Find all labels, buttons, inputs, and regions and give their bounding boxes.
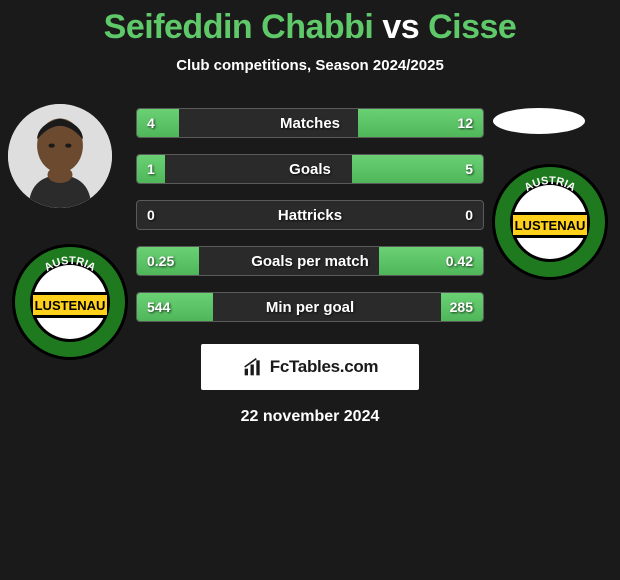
- stat-label: Goals per match: [137, 247, 483, 275]
- stat-row: 00Hattricks: [136, 200, 484, 230]
- subtitle: Club competitions, Season 2024/2025: [0, 57, 620, 74]
- date-text: 22 november 2024: [0, 408, 620, 426]
- player1-photo: [8, 104, 112, 208]
- stat-label: Goals: [137, 155, 483, 183]
- stat-row: 15Goals: [136, 154, 484, 184]
- chart-icon: [242, 357, 264, 377]
- stat-label: Min per goal: [137, 293, 483, 321]
- stat-row: 412Matches: [136, 108, 484, 138]
- stat-label: Hattricks: [137, 201, 483, 229]
- stat-label: Matches: [137, 109, 483, 137]
- badge-main-text: LUSTENAU: [35, 298, 106, 313]
- comparison-panel: LUSTENAU AUSTRIA LUSTENAU AUSTRIA 412Mat…: [0, 104, 620, 322]
- brand-box: FcTables.com: [201, 344, 419, 390]
- player2-photo-placeholder: [493, 108, 585, 134]
- stat-row: 544285Min per goal: [136, 292, 484, 322]
- player1-name: Seifeddin Chabbi: [104, 8, 374, 46]
- page-title: Seifeddin Chabbi vs Cisse: [0, 0, 620, 47]
- player1-club-badge: LUSTENAU AUSTRIA: [10, 242, 130, 362]
- brand-text: FcTables.com: [270, 357, 379, 377]
- stat-row: 0.250.42Goals per match: [136, 246, 484, 276]
- badge-main-text: LUSTENAU: [515, 218, 586, 233]
- vs-text: vs: [382, 8, 419, 46]
- player2-club-badge: LUSTENAU AUSTRIA: [490, 162, 610, 282]
- player2-name: Cisse: [428, 8, 516, 46]
- stat-rows: 412Matches 15Goals 00Hattricks 0.250.42Goal…: [136, 104, 484, 322]
